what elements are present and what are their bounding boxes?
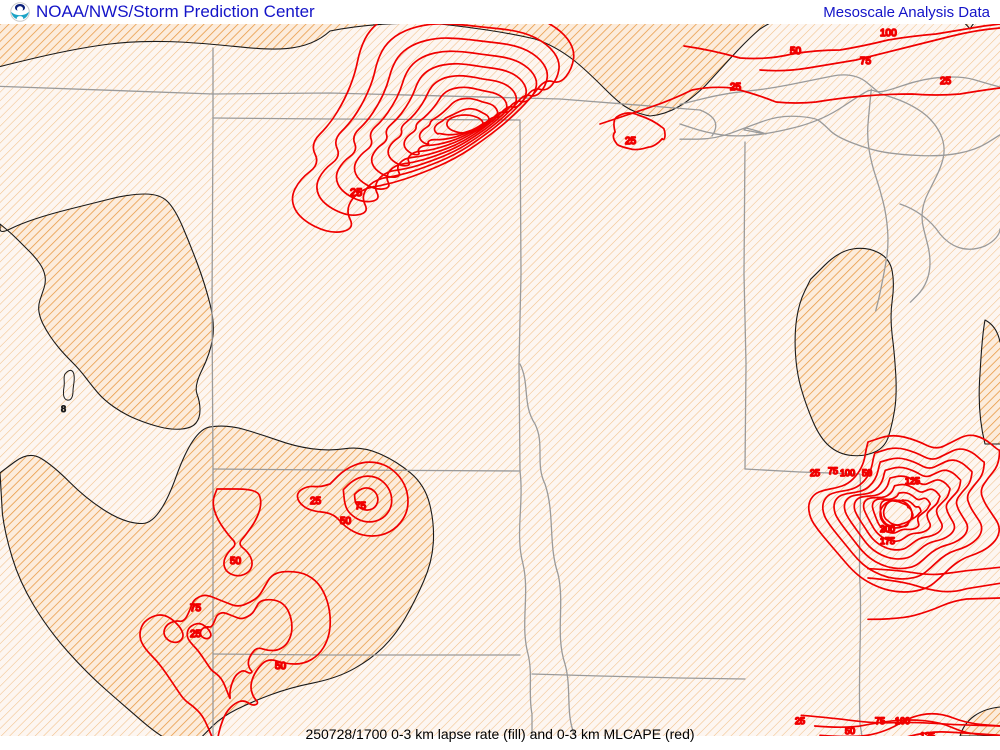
svg-text:25: 25: [940, 76, 952, 87]
svg-text:25: 25: [310, 496, 322, 507]
svg-text:100: 100: [880, 28, 897, 39]
svg-text:25: 25: [795, 716, 805, 726]
svg-text:25: 25: [810, 468, 820, 478]
svg-text:125: 125: [905, 476, 920, 486]
svg-text:75: 75: [875, 716, 885, 726]
svg-text:50: 50: [340, 516, 352, 527]
svg-text:25: 25: [350, 187, 362, 199]
svg-text:25: 25: [190, 629, 202, 640]
svg-text:100: 100: [840, 468, 855, 478]
svg-text:75: 75: [860, 56, 872, 67]
svg-text:25: 25: [625, 136, 637, 147]
svg-text:25: 25: [730, 82, 742, 93]
svg-text:100: 100: [895, 716, 910, 726]
svg-text:50: 50: [275, 661, 287, 672]
svg-text:50: 50: [862, 468, 872, 478]
svg-text:200: 200: [880, 524, 895, 534]
svg-text:50: 50: [230, 556, 242, 567]
svg-text:75: 75: [190, 603, 202, 614]
svg-text:8: 8: [61, 404, 66, 414]
svg-text:75: 75: [355, 501, 367, 512]
svg-text:75: 75: [828, 466, 838, 476]
svg-text:50: 50: [790, 46, 802, 57]
svg-text:175: 175: [880, 536, 895, 546]
